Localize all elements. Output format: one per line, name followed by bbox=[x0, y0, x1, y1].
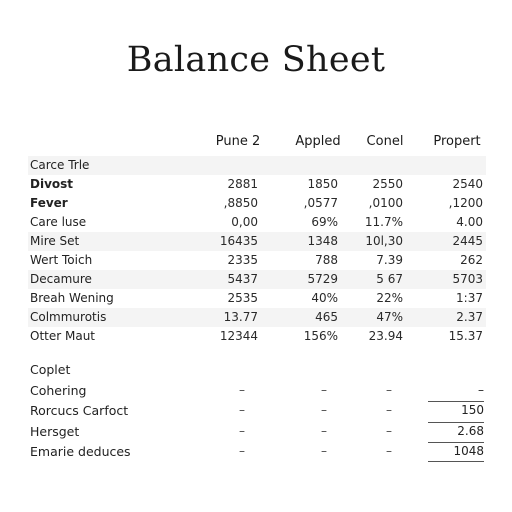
total-rule bbox=[428, 401, 484, 402]
table-cell: 0,00 bbox=[231, 215, 258, 229]
table-cell: 22% bbox=[376, 291, 403, 305]
table-row: Mire Set 16435 1348 10l,30 2445 bbox=[28, 232, 486, 251]
table-row: Colmmurotis 13.77 465 47% 2.37 bbox=[28, 308, 486, 327]
row-label: Decamure bbox=[30, 272, 92, 286]
table-cell: 2335 bbox=[227, 253, 258, 267]
summary-total: – bbox=[478, 382, 484, 397]
table-cell: 2535 bbox=[227, 291, 258, 305]
table-cell: 2881 bbox=[227, 177, 258, 191]
table-cell: 2.37 bbox=[456, 310, 483, 324]
table-cell: 23.94 bbox=[368, 329, 403, 343]
row-label: Divost bbox=[30, 177, 74, 191]
table-cell: 16435 bbox=[219, 234, 258, 248]
empty-dash: – bbox=[321, 423, 327, 438]
table-cell: 1348 bbox=[307, 234, 338, 248]
column-header-4: Propert bbox=[433, 134, 481, 149]
summary-label: Rorcucs Carfoct bbox=[30, 403, 129, 418]
page-title: Balance Sheet bbox=[126, 40, 386, 80]
empty-dash: – bbox=[239, 403, 245, 417]
column-header-2: Appled bbox=[295, 134, 341, 149]
summary-label: Hersget bbox=[30, 423, 80, 439]
summary-section: Coplet Cohering – – – – Rorcucs Carfoct – – – 150 H… bbox=[28, 360, 486, 463]
summary-row: Cohering – – – – bbox=[28, 381, 486, 402]
summary-row: Hersget – – – 2.68 bbox=[28, 421, 486, 443]
column-header-1: Pune 2 bbox=[215, 134, 261, 149]
table-cell: 4.00 bbox=[456, 215, 483, 229]
table-cell: 788 bbox=[315, 253, 338, 267]
total-rule bbox=[428, 421, 484, 423]
row-label: Mire Set bbox=[30, 234, 80, 248]
table-cell: 15.37 bbox=[448, 329, 483, 343]
summary-row: Rorcucs Carfoct – – – 150 bbox=[28, 401, 486, 422]
empty-dash: – bbox=[386, 382, 392, 397]
table-row: Fever ,8850 ,0577 ,0100 ,1200 bbox=[28, 194, 486, 213]
table-cell: 12344 bbox=[219, 329, 258, 343]
table-cell: 2540 bbox=[452, 177, 483, 191]
empty-dash: – bbox=[239, 444, 245, 458]
table-cell: 5729 bbox=[307, 272, 338, 286]
table-cell: 1:37 bbox=[456, 291, 483, 305]
table-cell: ,8850 bbox=[223, 196, 258, 210]
total-rule bbox=[428, 461, 484, 462]
table-cell: 13.77 bbox=[223, 310, 258, 324]
row-label: Carce Trle bbox=[30, 158, 90, 172]
empty-dash: – bbox=[239, 382, 245, 397]
table-cell: 156% bbox=[303, 329, 338, 343]
table-row: Carce Trle bbox=[28, 156, 486, 175]
table-row: Divost 2881 1850 2550 2540 bbox=[28, 175, 486, 194]
table-cell: 1850 bbox=[307, 177, 338, 191]
table-row: Breah Wening 2535 40% 22% 1:37 bbox=[28, 289, 486, 308]
row-label: Otter Maut bbox=[30, 329, 96, 343]
summary-total: 2.68 bbox=[457, 423, 484, 438]
table-cell: 69% bbox=[311, 215, 338, 229]
table-cell: 2550 bbox=[372, 177, 403, 191]
table-cell: 5703 bbox=[452, 272, 483, 286]
empty-dash: – bbox=[321, 403, 327, 417]
empty-dash: – bbox=[386, 444, 392, 458]
table-cell: ,0100 bbox=[368, 196, 403, 210]
summary-row: Coplet bbox=[28, 360, 486, 381]
row-label: Colmmurotis bbox=[30, 310, 107, 324]
empty-dash: – bbox=[386, 423, 392, 438]
summary-label: Emarie deduces bbox=[30, 444, 131, 459]
table-cell: 2445 bbox=[452, 234, 483, 248]
table-row: Care luse 0,00 69% 11.7% 4.00 bbox=[28, 213, 486, 232]
table-cell: 7.39 bbox=[376, 253, 403, 267]
empty-dash: – bbox=[321, 382, 327, 397]
table-cell: 11.7% bbox=[364, 215, 403, 229]
table-cell: 10l,30 bbox=[365, 234, 403, 248]
summary-total: 1048 bbox=[453, 444, 484, 458]
table-cell: ,0577 bbox=[303, 196, 338, 210]
table-row: Otter Maut 12344 156% 23.94 15.37 bbox=[28, 327, 486, 346]
summary-row: Emarie deduces – – – 1048 bbox=[28, 442, 486, 463]
table-cell: 262 bbox=[460, 253, 483, 267]
table-row: Decamure 5437 5729 5 67 5703 bbox=[28, 270, 486, 289]
table-cell: 5437 bbox=[227, 272, 258, 286]
summary-label: Coplet bbox=[30, 362, 71, 377]
total-rule bbox=[428, 442, 484, 443]
empty-dash: – bbox=[321, 444, 327, 458]
table-cell: ,1200 bbox=[448, 196, 483, 210]
row-label: Care luse bbox=[30, 215, 87, 229]
table-row: Wert Toich 2335 788 7.39 262 bbox=[28, 251, 486, 270]
summary-label: Cohering bbox=[30, 382, 87, 398]
table-cell: 5 67 bbox=[376, 272, 403, 286]
empty-dash: – bbox=[239, 423, 245, 438]
empty-dash: – bbox=[386, 403, 392, 417]
column-header-row: Pune 2 Appled Conel Propert bbox=[0, 134, 512, 154]
row-label: Fever bbox=[30, 196, 68, 210]
table-cell: 47% bbox=[376, 310, 403, 324]
balance-table: Carce Trle Divost 2881 1850 2550 2540 Fever ,88… bbox=[28, 156, 486, 346]
table-cell: 40% bbox=[311, 291, 338, 305]
summary-total: 150 bbox=[461, 403, 484, 417]
column-header-3: Conel bbox=[366, 134, 404, 149]
row-label: Breah Wening bbox=[30, 291, 114, 305]
table-cell: 465 bbox=[315, 310, 338, 324]
row-label: Wert Toich bbox=[30, 253, 93, 267]
